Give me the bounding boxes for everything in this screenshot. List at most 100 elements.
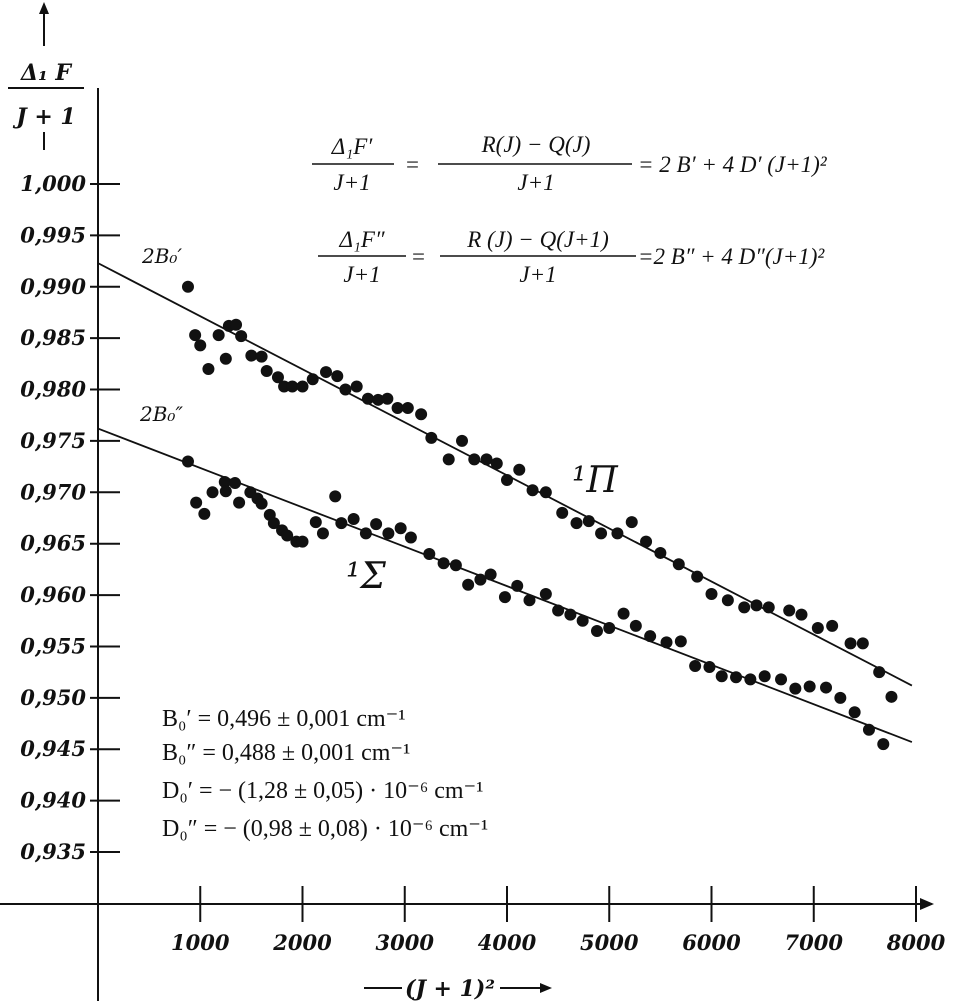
constant-d0-prime: D₀′ = − (1,28 ± 0,05) · 10⁻⁶ cm⁻¹ <box>162 778 483 804</box>
data-point-series-1 <box>715 670 728 683</box>
data-point-series-0 <box>271 371 284 384</box>
data-point-series-1 <box>329 490 342 503</box>
data-point-series-1 <box>233 496 246 509</box>
data-point-series-1 <box>206 486 219 499</box>
data-point-series-0 <box>705 588 718 601</box>
data-point-series-0 <box>212 329 225 342</box>
x-tick-label: 5000 <box>580 930 639 955</box>
data-point-series-0 <box>189 329 202 342</box>
data-point-series-1 <box>660 636 673 649</box>
data-point-series-0 <box>856 637 869 650</box>
data-point-series-1 <box>644 630 657 643</box>
equation-sigma-lhs-num: Δ₁F″ <box>338 227 385 252</box>
data-point-series-1 <box>229 477 242 490</box>
data-point-series-1 <box>789 682 802 695</box>
y-tick-label: 0,985 <box>20 325 86 350</box>
data-point-series-1 <box>437 557 450 570</box>
constant-d0-double-prime: D₀″ = − (0,98 ± 0,08) · 10⁻⁶ cm⁻¹ <box>162 816 488 842</box>
data-points <box>181 280 898 751</box>
data-point-series-0 <box>331 370 344 383</box>
x-axis-label: (J + 1)² <box>364 976 552 1001</box>
data-point-series-0 <box>339 383 352 396</box>
equation-pi-eq: = <box>406 152 419 177</box>
data-point-series-1 <box>803 680 816 693</box>
y-axis-top-arrow-icon <box>39 2 49 14</box>
data-point-series-0 <box>811 621 824 634</box>
data-point-series-0 <box>750 599 763 612</box>
data-point-series-0 <box>844 637 857 650</box>
equation-sigma-rhs: =2 B″ + 4 D″(J+1)² <box>638 244 825 269</box>
data-point-series-0 <box>442 453 455 466</box>
data-point-series-0 <box>306 373 319 386</box>
data-point-series-1 <box>370 518 383 531</box>
y-tick-label: 1,000 <box>20 171 86 196</box>
data-point-series-0 <box>219 352 232 365</box>
x-axis-arrow-icon <box>920 898 934 910</box>
y-ticks: 1,000 0,995 0,990 0,985 0,980 0,975 0,970 0,965… <box>20 171 120 864</box>
equation-pi-mid-num: R(J) − Q(J) <box>481 132 591 157</box>
data-point-series-0 <box>873 666 886 679</box>
y-tick-label: 0,945 <box>20 736 86 761</box>
data-point-series-0 <box>401 402 414 415</box>
data-point-series-1 <box>394 522 407 535</box>
data-point-series-1 <box>335 517 348 530</box>
data-point-series-1 <box>744 673 757 686</box>
x-tick-label: 6000 <box>682 930 741 955</box>
data-point-series-1 <box>539 588 552 601</box>
y-tick-label: 0,965 <box>20 531 86 556</box>
data-point-series-1 <box>703 661 716 674</box>
data-point-series-1 <box>552 604 565 617</box>
series-label-pi: ¹Π <box>572 460 618 501</box>
data-point-series-0 <box>381 392 394 405</box>
data-point-series-1 <box>309 516 322 529</box>
data-point-series-1 <box>590 625 603 638</box>
equation-pi-mid-den: J+1 <box>517 170 554 195</box>
y-tick-label: 0,980 <box>20 377 86 402</box>
data-point-series-0 <box>625 516 638 529</box>
fit-line-series-0 <box>97 262 913 687</box>
data-point-series-0 <box>260 365 273 378</box>
data-point-series-0 <box>468 453 481 466</box>
data-point-series-0 <box>826 619 839 632</box>
data-point-series-0 <box>595 527 608 540</box>
series-label-sigma: ¹Σ <box>346 556 386 597</box>
y-tick-label: 0,975 <box>20 428 86 453</box>
data-point-series-1 <box>629 619 642 632</box>
data-point-series-1 <box>511 579 524 592</box>
data-point-series-1 <box>775 673 788 686</box>
x-tick-label: 7000 <box>785 930 844 955</box>
data-point-series-0 <box>235 330 248 343</box>
data-point-series-1 <box>564 608 577 621</box>
data-point-series-0 <box>672 558 685 571</box>
data-point-series-0 <box>691 570 704 583</box>
data-point-series-1 <box>296 535 309 548</box>
data-point-series-0 <box>526 484 539 497</box>
intercept-label-pi: 2B₀′ <box>141 244 182 268</box>
y-axis-label: Δ₁ F J + 1 <box>8 60 84 150</box>
equation-sigma: Δ₁F″ J+1 = R (J) − Q(J+1) J+1 =2 B″ + 4 … <box>318 227 825 287</box>
data-point-series-0 <box>372 393 385 406</box>
data-point-series-0 <box>320 366 333 379</box>
y-tick-label: 0,955 <box>20 633 86 658</box>
data-point-series-0 <box>582 515 595 528</box>
data-point-series-0 <box>654 546 667 559</box>
x-axis-label-arrow-icon <box>540 983 552 993</box>
data-point-series-1 <box>474 573 487 586</box>
y-tick-label: 0,960 <box>20 582 86 607</box>
equation-sigma-eq: = <box>412 244 425 269</box>
data-point-series-0 <box>539 486 552 499</box>
y-axis-label-numerator: Δ₁ F <box>20 60 72 86</box>
y-tick-label: 0,995 <box>20 222 86 247</box>
equation-pi-lhs-den: J+1 <box>333 170 370 195</box>
data-point-series-0 <box>513 463 526 476</box>
data-point-series-1 <box>617 607 630 620</box>
data-point-series-0 <box>611 527 624 540</box>
data-point-series-0 <box>202 362 215 375</box>
data-point-series-1 <box>603 621 616 634</box>
equation-pi-rhs: = 2 B′ + 4 D′ (J+1)² <box>638 152 828 177</box>
data-point-series-1 <box>382 527 395 540</box>
data-point-series-0 <box>361 392 374 405</box>
data-point-series-0 <box>350 380 363 393</box>
data-point-series-1 <box>359 527 372 540</box>
